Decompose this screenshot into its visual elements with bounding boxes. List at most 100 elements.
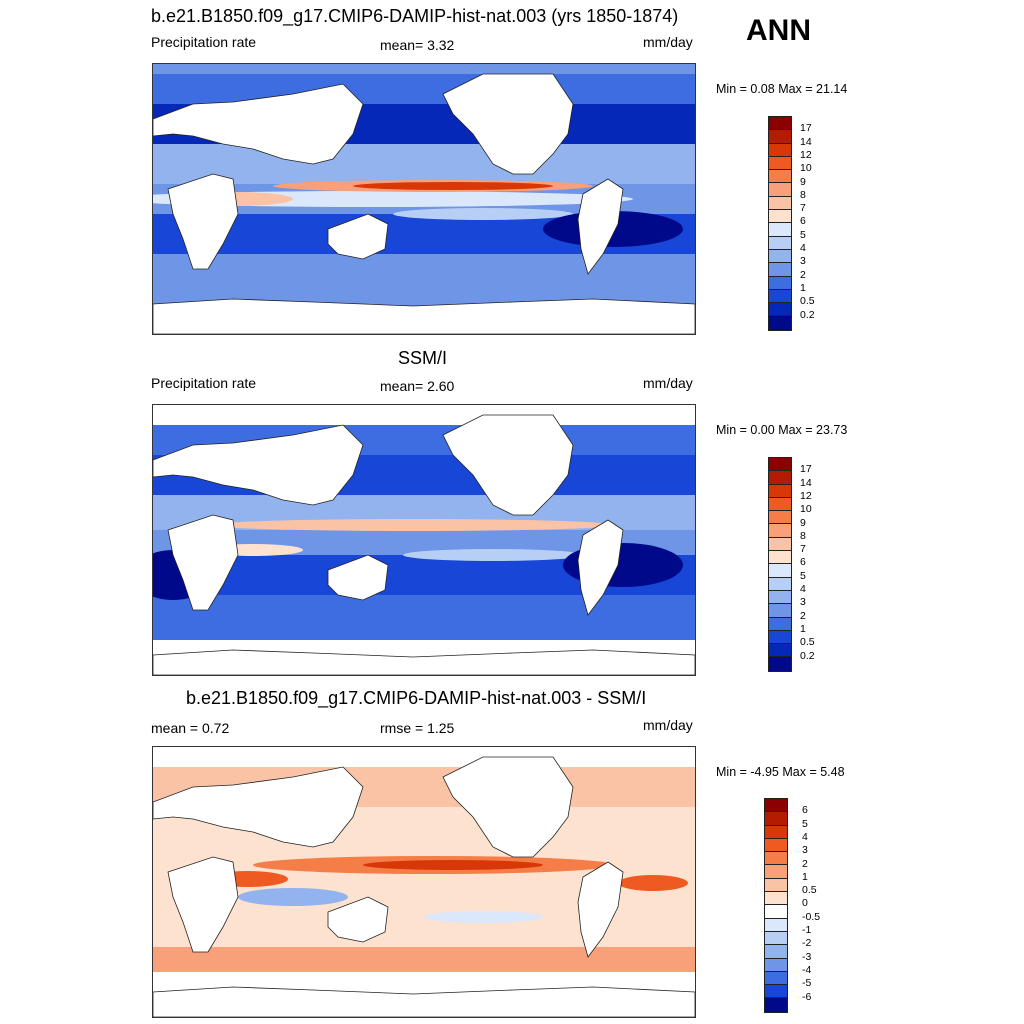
colorbar-tick-label: 7 bbox=[800, 202, 806, 215]
colorbar-swatch bbox=[769, 130, 791, 144]
colorbar-swatch bbox=[769, 210, 791, 224]
no-data-arctic bbox=[153, 747, 695, 767]
colorbar-swatch bbox=[769, 657, 791, 671]
colorbar-swatch bbox=[765, 985, 787, 999]
colorbar-tick-label: 5 bbox=[802, 817, 808, 830]
colorbar-tick-label: -6 bbox=[802, 990, 812, 1003]
panel-1-minmax: Min = 0.08 Max = 21.14 bbox=[716, 82, 848, 96]
colorbar-tick-label: 0.2 bbox=[800, 308, 815, 321]
colorbar-swatch bbox=[765, 998, 787, 1012]
season-label: ANN bbox=[746, 14, 811, 47]
colorbar-tick-label: 10 bbox=[800, 162, 812, 175]
colorbar-tick-label: -1 bbox=[802, 924, 812, 936]
colorbar-swatch bbox=[765, 812, 787, 826]
colorbar-tick-label: 1 bbox=[800, 281, 806, 294]
panel-3-rmse-label: rmse = 1.25 bbox=[380, 720, 455, 736]
colorbar-swatch bbox=[765, 945, 787, 959]
colorbar-swatch bbox=[765, 838, 787, 853]
colorbar-swatch bbox=[765, 878, 787, 893]
itcz-band bbox=[213, 519, 613, 531]
colorbar-tick-label: 2 bbox=[802, 857, 808, 870]
spcz-band bbox=[393, 208, 573, 220]
southern-storm-track bbox=[153, 595, 695, 640]
colorbar-tick-label: 2 bbox=[800, 609, 806, 622]
deep-tropics bbox=[153, 144, 695, 184]
no-data-arctic bbox=[153, 405, 695, 425]
negative-bias-region bbox=[238, 888, 348, 906]
panel-1-map bbox=[152, 63, 696, 335]
panel-3-mean-label: mean = 0.72 bbox=[151, 720, 230, 736]
southern-storm-track bbox=[153, 254, 695, 294]
panel-3-map bbox=[152, 746, 696, 1018]
colorbar-tick-label: 6 bbox=[802, 804, 808, 817]
colorbar-tick-label: 4 bbox=[800, 583, 806, 595]
atlantic-bias bbox=[618, 875, 688, 891]
colorbar-swatch bbox=[769, 236, 791, 250]
colorbar-swatch bbox=[769, 604, 791, 618]
colorbar-swatch bbox=[765, 825, 787, 839]
colorbar-swatch bbox=[769, 316, 791, 330]
colorbar-tick-label: 5 bbox=[800, 228, 806, 241]
colorbar-swatch bbox=[769, 564, 791, 578]
colorbar-swatch bbox=[769, 551, 791, 565]
colorbar-swatch bbox=[769, 577, 791, 591]
colorbar-swatch bbox=[769, 644, 791, 658]
northern-storm-track bbox=[153, 74, 695, 104]
colorbar-tick-label: 9 bbox=[800, 516, 806, 529]
colorbar-tick-label: 4 bbox=[802, 830, 808, 843]
colorbar-swatch bbox=[769, 183, 791, 197]
itcz-max-bias bbox=[363, 860, 543, 870]
colorbar-swatch bbox=[769, 617, 791, 631]
panel-3-title: b.e21.B1850.f09_g17.CMIP6-DAMIP-hist-nat… bbox=[186, 688, 647, 708]
panel-1-mean-label: mean= 3.32 bbox=[380, 37, 455, 53]
colorbar-swatch bbox=[769, 143, 791, 157]
colorbar-tick-label: 2 bbox=[800, 268, 806, 281]
colorbar-tick-label: 12 bbox=[800, 148, 812, 161]
panel-1-colorbar bbox=[768, 116, 792, 331]
colorbar-tick-label: -3 bbox=[802, 950, 812, 963]
colorbar-tick-label: 1 bbox=[802, 870, 808, 883]
colorbar-tick-label: 8 bbox=[800, 188, 806, 201]
continents bbox=[153, 756, 695, 1017]
colorbar-swatch bbox=[769, 471, 791, 485]
colorbar-swatch bbox=[769, 276, 791, 290]
colorbar-tick-label: -5 bbox=[802, 977, 812, 990]
spcz-negative-bias bbox=[423, 911, 543, 923]
itcz-max bbox=[353, 182, 553, 190]
colorbar-tick-label: 14 bbox=[800, 135, 812, 148]
continents bbox=[153, 73, 695, 334]
spcz-band bbox=[403, 549, 583, 561]
southern-positive-bias bbox=[153, 947, 695, 972]
colorbar-tick-label: 0.5 bbox=[800, 636, 815, 649]
panel-2-units-label: mm/day bbox=[643, 375, 693, 391]
panel-1-title: b.e21.B1850.f09_g17.CMIP6-DAMIP-hist-nat… bbox=[151, 6, 679, 26]
colorbar-swatch bbox=[769, 156, 791, 171]
colorbar-tick-label: 17 bbox=[800, 122, 812, 135]
colorbar-tick-label: 3 bbox=[802, 844, 808, 857]
colorbar-tick-label: 8 bbox=[800, 529, 806, 542]
colorbar-tick-label: 9 bbox=[800, 175, 806, 188]
panel-2-title: SSM/I bbox=[398, 348, 448, 368]
panel-1-variable-label: Precipitation rate bbox=[151, 34, 257, 50]
colorbar-tick-label: -2 bbox=[802, 937, 812, 950]
continents bbox=[153, 414, 695, 675]
colorbar-tick-label: 17 bbox=[800, 463, 812, 476]
panel-2-minmax: Min = 0.00 Max = 23.73 bbox=[716, 423, 848, 437]
colorbar-swatch bbox=[769, 303, 791, 317]
colorbar-swatch bbox=[765, 971, 787, 986]
colorbar-tick-label: 1 bbox=[800, 622, 806, 635]
colorbar-swatch bbox=[769, 223, 791, 237]
colorbar-swatch bbox=[769, 263, 791, 277]
colorbar-swatch bbox=[765, 905, 787, 919]
colorbar-tick-label: -0.5 bbox=[802, 910, 821, 923]
colorbar-swatch bbox=[765, 852, 787, 866]
panel-3-colorbar bbox=[764, 798, 788, 1013]
colorbar-swatch bbox=[769, 249, 791, 264]
colorbar-tick-label: 0 bbox=[802, 897, 808, 910]
colorbar-swatch bbox=[769, 497, 791, 512]
colorbar-swatch bbox=[765, 799, 787, 813]
colorbar-tick-label: 6 bbox=[800, 215, 806, 228]
colorbar-tick-label: -4 bbox=[802, 963, 812, 976]
colorbar-swatch bbox=[769, 289, 791, 304]
colorbar-tick-label: 3 bbox=[800, 255, 806, 268]
